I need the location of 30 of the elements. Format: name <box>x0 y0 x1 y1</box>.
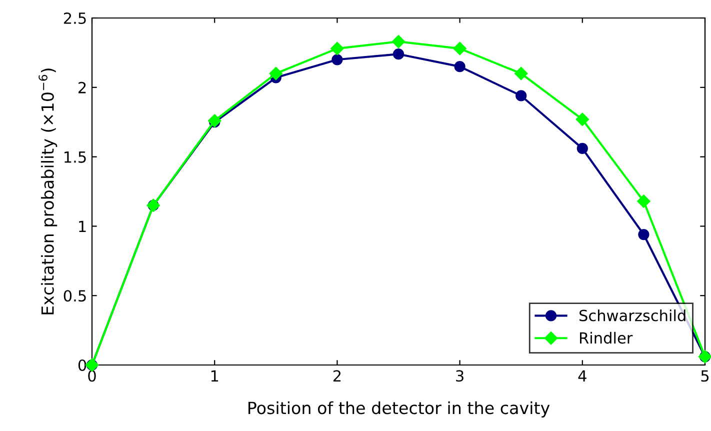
point <box>332 54 343 66</box>
y-tick-label: 0.5 <box>64 290 86 302</box>
x-tick-label: 4 <box>578 370 586 382</box>
point <box>576 112 589 126</box>
x-tick-label: 3 <box>456 370 464 382</box>
point <box>576 142 588 154</box>
x-tick-label: 1 <box>211 370 218 382</box>
legend-label: Rindler <box>580 332 633 344</box>
y-tick-label: 1.5 <box>64 151 86 163</box>
x-tick-label: 0 <box>88 370 96 382</box>
point <box>514 66 528 80</box>
point <box>269 66 282 80</box>
y-tick-label: 1 <box>79 220 86 232</box>
point <box>638 228 650 240</box>
y-tick-label: 2 <box>78 82 86 94</box>
point <box>637 194 650 208</box>
point <box>453 42 466 56</box>
legend-label: Schwarzschild <box>580 309 686 322</box>
y-tick-label: 2.5 <box>64 12 86 24</box>
x-tick-label: 5 <box>701 370 709 382</box>
point <box>330 42 344 56</box>
x-tick-label: 2 <box>333 370 341 382</box>
point <box>516 90 527 102</box>
y-tick-label: 0 <box>78 359 86 372</box>
y-axis-title: Excitation probability (×10$^{−6}$) <box>38 68 58 314</box>
point <box>392 48 404 60</box>
point <box>208 114 222 128</box>
point <box>392 35 406 48</box>
point <box>454 61 466 72</box>
x-axis-title: Position of the detector in the cavity <box>248 401 550 418</box>
